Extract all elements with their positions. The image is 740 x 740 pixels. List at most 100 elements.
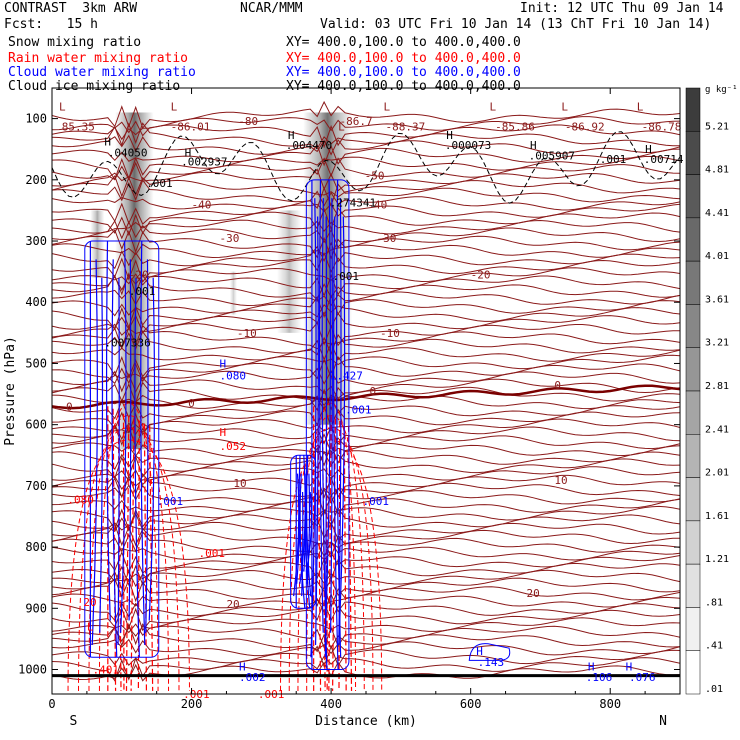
cloud-water-contour <box>333 216 339 670</box>
maximum-label: .001 <box>345 403 372 416</box>
rain-contour <box>98 402 159 691</box>
maximum-label: .274341 <box>330 196 376 209</box>
isotherm-line <box>52 644 680 669</box>
field-xy-cloud-water: XY= 400.0,100.0 to 400.0,400.0 <box>286 65 521 80</box>
cloud-water-contour <box>120 241 127 633</box>
isotherm-line <box>52 321 680 347</box>
cloud-water-contour <box>305 491 313 572</box>
cloud-water-contour <box>145 259 149 633</box>
isotherm-line <box>52 229 680 260</box>
isotherm-line <box>52 294 680 319</box>
maximum-label: 1.427 <box>330 370 363 383</box>
isotherm-line <box>52 207 680 237</box>
colorbar-swatch <box>685 434 701 478</box>
isotherm-line <box>52 289 680 307</box>
cloud-water-contour <box>304 491 311 609</box>
isotherm-line <box>52 557 680 587</box>
isotherm-line <box>52 442 680 458</box>
colorbar-swatch <box>685 520 701 565</box>
y-tick-label: 500 <box>25 356 47 370</box>
min-temp-label: -86.92 <box>565 121 605 134</box>
isotherm-label: -30 <box>219 232 239 245</box>
isotherm-line <box>52 311 680 334</box>
cloud-water-contour <box>324 216 328 658</box>
cloud-water-contour <box>299 473 306 609</box>
cloud-water-contour <box>128 259 132 621</box>
isotherm-label: 0 <box>369 385 376 398</box>
y-tick-label: 1000 <box>18 663 47 677</box>
colorbar-swatch <box>685 607 701 651</box>
forecast-hour: Fcst: 15 h <box>4 17 98 32</box>
cloud-water-contour <box>148 277 156 621</box>
x-tick-label: 0 <box>48 697 55 711</box>
min-temp-label: 85.35 <box>62 121 95 134</box>
field-xy-rain: XY= 400.0,100.0 to 400.0,400.0 <box>286 51 521 66</box>
colorbar <box>685 87 701 695</box>
colorbar-label: .81 <box>705 597 723 608</box>
maximum-label: .080 <box>219 370 246 383</box>
cloud-water-contour <box>318 179 324 633</box>
y-tick-label: 100 <box>25 112 47 126</box>
isotherm-line <box>52 570 680 596</box>
rain-contour <box>280 439 383 691</box>
colorbar-swatch <box>685 347 701 392</box>
x-tick-label: 800 <box>599 697 621 711</box>
isotherm-line <box>52 466 680 486</box>
colorbar-swatch <box>685 390 701 435</box>
isotherm-line <box>52 484 680 505</box>
isotherm-line <box>52 100 680 129</box>
x-tick-label: 200 <box>181 697 203 711</box>
field-label-snow: Snow mixing ratio <box>8 35 142 50</box>
colorbar-swatch <box>685 174 701 219</box>
maximum-label: 20 <box>83 596 96 609</box>
y-axis-label: Pressure (hPa) <box>3 336 18 446</box>
colorbar-label: 5.21 <box>705 121 729 132</box>
maximum-label: .001 <box>333 270 360 283</box>
field-xy-cloud-ice: XY= 400.0,100.0 to 400.0,400.0 <box>286 79 521 94</box>
isotherm-label: -40 <box>367 198 387 211</box>
isotherm-label: -50 <box>365 170 385 183</box>
isotherm-line <box>52 505 680 531</box>
x-tick-label: 600 <box>460 697 482 711</box>
isotherm-line <box>52 354 680 379</box>
cloud-water-contour <box>330 198 333 633</box>
isotherm-line <box>52 530 680 561</box>
isotherm-label: 0 <box>66 400 73 413</box>
isotherm-line <box>52 251 680 283</box>
isotherm-line <box>52 267 680 286</box>
field-label-rain: Rain water mixing ratio <box>8 51 189 66</box>
cloud-water-contour <box>140 241 146 646</box>
rain-contour <box>347 425 353 691</box>
maximum-label: H <box>219 357 226 370</box>
isotherm-line <box>52 219 680 235</box>
isotherm-line <box>52 122 680 150</box>
rain-contour <box>149 425 154 691</box>
snow-plume <box>229 271 237 315</box>
colorbar-swatch <box>685 217 701 262</box>
isotherm-line <box>52 168 680 192</box>
colorbar-label: 2.01 <box>705 468 729 479</box>
maximum-label: L <box>87 621 94 634</box>
maximum-label: .002937 <box>181 155 227 168</box>
rain-contour <box>88 414 170 691</box>
isotherm-line <box>52 157 680 182</box>
isotherm-line <box>52 394 680 410</box>
isotherm-line <box>52 190 680 211</box>
maximum-label: .001 <box>129 285 156 298</box>
isotherm-line <box>52 202 680 225</box>
freezing-level-line <box>52 384 680 410</box>
isotherm-line <box>52 622 680 653</box>
rain-contour <box>67 439 190 691</box>
colorbar-swatch <box>685 650 701 695</box>
maximum-label: .080 <box>67 493 94 506</box>
cloud-water-contour <box>111 259 118 658</box>
isotherm-line <box>52 600 680 632</box>
isotherm-line <box>52 541 680 561</box>
maximum-label: H <box>104 135 111 148</box>
min-temp-label: L <box>383 100 390 113</box>
cloud-water-contour <box>314 216 319 646</box>
init-time: Init: 12 UTC Thu 09 Jan 14 <box>520 1 724 16</box>
rain-contour <box>130 418 135 691</box>
cloud-water-contour <box>99 277 104 633</box>
isotherm-line <box>52 367 680 386</box>
